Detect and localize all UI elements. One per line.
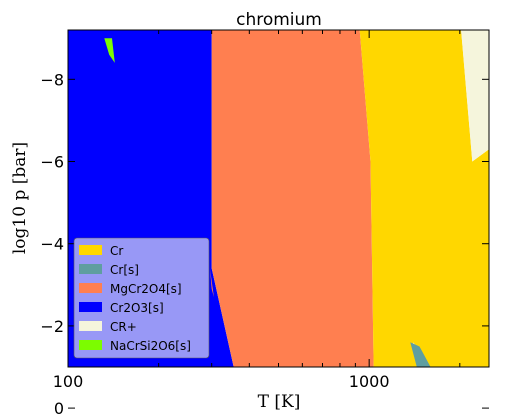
x-axis-label: T [K] xyxy=(258,392,301,412)
chart-title: chromium xyxy=(236,10,322,30)
legend-label-mgcr2o4-s: MgCr2O4[s] xyxy=(110,282,182,296)
region-mgcr2o4-s-1 xyxy=(211,30,418,367)
region-nacrsi2o6-s-6 xyxy=(104,38,115,63)
y-tick-label: 0 xyxy=(54,399,64,416)
x-tick-label: 1000 xyxy=(349,372,390,391)
region-cr-3 xyxy=(359,30,489,367)
legend-swatch-cr2o3-s xyxy=(79,302,102,312)
y-tick-label: −2 xyxy=(40,317,64,336)
legend-swatch-mgcr2o4-s xyxy=(79,283,102,293)
y-tick-label: −4 xyxy=(40,235,64,254)
legend-label-cr: Cr xyxy=(110,244,123,258)
legend-swatch-cr-s xyxy=(79,264,102,274)
y-axis-label: log10 p [bar] xyxy=(10,142,30,254)
legend-label-cr: CR+ xyxy=(110,320,137,334)
legend-swatch-cr xyxy=(79,321,102,331)
y-tick-label: −6 xyxy=(40,153,64,172)
x-tick-label: 100 xyxy=(53,372,84,391)
legend-label-nacrsi2o6-s: NaCrSi2O6[s] xyxy=(110,339,191,353)
region-mgcr2o4-s-2 xyxy=(209,268,214,298)
legend-swatch-nacrsi2o6-s xyxy=(79,340,102,350)
legend-swatch-cr xyxy=(79,245,102,255)
legend: Cr Cr[s] MgCr2O4[s] Cr2O3[s] CR+ NaCrSi2O6[s] xyxy=(73,237,210,359)
legend-label-cr-s: Cr[s] xyxy=(110,263,139,277)
legend-label-cr2o3-s: Cr2O3[s] xyxy=(110,301,164,315)
region-cr-s-4 xyxy=(410,342,431,367)
legend-box xyxy=(73,237,210,359)
x-axis-ticks: 100 1000 xyxy=(53,30,461,391)
region-cr-5 xyxy=(461,30,489,162)
y-tick-label: −8 xyxy=(40,70,64,89)
